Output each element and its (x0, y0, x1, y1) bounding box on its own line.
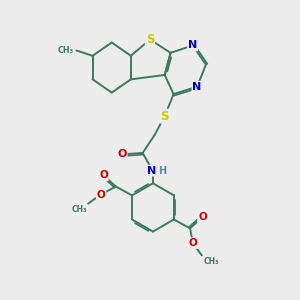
Text: N: N (193, 82, 202, 92)
Text: S: S (146, 33, 154, 46)
Text: CH₃: CH₃ (58, 46, 74, 55)
Text: O: O (117, 149, 127, 159)
Text: O: O (99, 170, 108, 180)
Text: N: N (188, 40, 197, 50)
Text: O: O (97, 190, 106, 200)
Text: CH₃: CH₃ (71, 205, 87, 214)
Text: S: S (160, 110, 169, 123)
Text: O: O (189, 238, 197, 248)
Text: N: N (147, 166, 156, 176)
Text: H: H (159, 166, 167, 176)
Text: O: O (198, 212, 207, 222)
Text: CH₃: CH₃ (203, 257, 219, 266)
